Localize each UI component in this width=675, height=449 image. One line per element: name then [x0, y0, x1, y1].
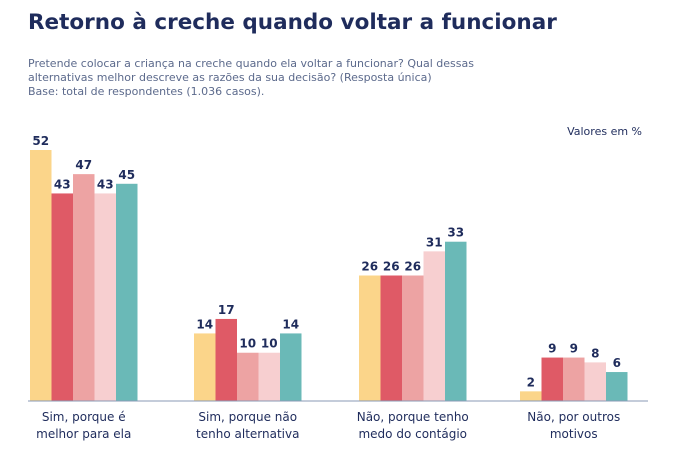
bar-cat1-series1 — [30, 150, 52, 401]
bar-cat3-series5 — [445, 241, 467, 401]
units-label: Valores em % — [567, 125, 642, 138]
value-label-cat2-series3: 10 — [239, 337, 256, 351]
bar-cat4-series4 — [584, 362, 606, 401]
category-label-3-line-2: medo do contágio — [358, 427, 467, 441]
value-label-cat3-series1: 26 — [361, 260, 378, 274]
question-line-1: Pretende colocar a criança na creche qua… — [28, 57, 474, 70]
bar-cat2-series4 — [258, 352, 280, 401]
bar-cat1-series3 — [73, 174, 95, 401]
value-label-cat1-series1: 52 — [32, 134, 49, 148]
question-line-2: alternativas melhor descreve as razões d… — [28, 71, 432, 84]
value-label-cat2-series4: 10 — [261, 337, 278, 351]
category-label-1-line-1: Sim, porque é — [42, 410, 126, 424]
value-label-cat3-series2: 26 — [383, 260, 400, 274]
category-label-2-line-1: Sim, porque não — [198, 410, 297, 424]
bar-cat4-series5 — [606, 372, 628, 401]
category-label-3-line-1: Não, porque tenho — [357, 410, 469, 424]
value-label-cat1-series4: 43 — [97, 177, 114, 191]
value-label-cat1-series5: 45 — [118, 168, 135, 182]
bar-cat3-series4 — [423, 251, 445, 401]
bar-cat3-series1 — [359, 275, 381, 401]
category-label-4-line-1: Não, por outros — [527, 410, 620, 424]
value-label-cat2-series5: 14 — [282, 317, 299, 331]
bar-cat4-series3 — [563, 357, 585, 401]
value-label-cat4-series4: 8 — [591, 346, 599, 360]
category-label-2-line-2: tenho alternativa — [196, 427, 299, 441]
value-label-cat3-series3: 26 — [404, 260, 421, 274]
value-label-cat4-series2: 9 — [548, 342, 556, 356]
bars-group — [30, 150, 628, 401]
bar-cat2-series3 — [237, 352, 259, 401]
bar-cat2-series1 — [194, 333, 216, 401]
value-label-cat4-series1: 2 — [527, 375, 535, 389]
chart-subtitle: Pretende colocar a criança na creche qua… — [28, 57, 648, 99]
chart-title: Retorno à creche quando voltar a funcion… — [28, 10, 557, 35]
bar-cat3-series3 — [402, 275, 424, 401]
bar-cat4-series2 — [541, 357, 563, 401]
category-labels-group: Sim, porque é melhor para ela Sim, porque … — [36, 410, 620, 441]
value-label-cat4-series3: 9 — [570, 342, 578, 356]
value-label-cat2-series1: 14 — [196, 317, 213, 331]
value-label-cat3-series4: 31 — [426, 235, 443, 249]
bar-cat1-series2 — [51, 193, 73, 401]
category-label-4-line-2: motivos — [550, 427, 598, 441]
bar-cat3-series2 — [380, 275, 402, 401]
bar-cat1-series4 — [94, 193, 116, 401]
category-label-1-line-2: melhor para ela — [36, 427, 131, 441]
base-note: Base: total de respondentes (1.036 casos… — [28, 85, 265, 98]
value-label-cat1-series2: 43 — [54, 177, 71, 191]
bar-cat1-series5 — [116, 183, 138, 401]
bar-cat4-series1 — [520, 391, 542, 401]
bar-cat2-series2 — [215, 318, 237, 401]
bar-cat2-series5 — [280, 333, 302, 401]
value-label-cat2-series2: 17 — [218, 303, 235, 317]
value-label-cat3-series5: 33 — [447, 226, 464, 240]
value-label-cat4-series5: 6 — [613, 356, 621, 370]
value-label-cat1-series3: 47 — [75, 158, 92, 172]
